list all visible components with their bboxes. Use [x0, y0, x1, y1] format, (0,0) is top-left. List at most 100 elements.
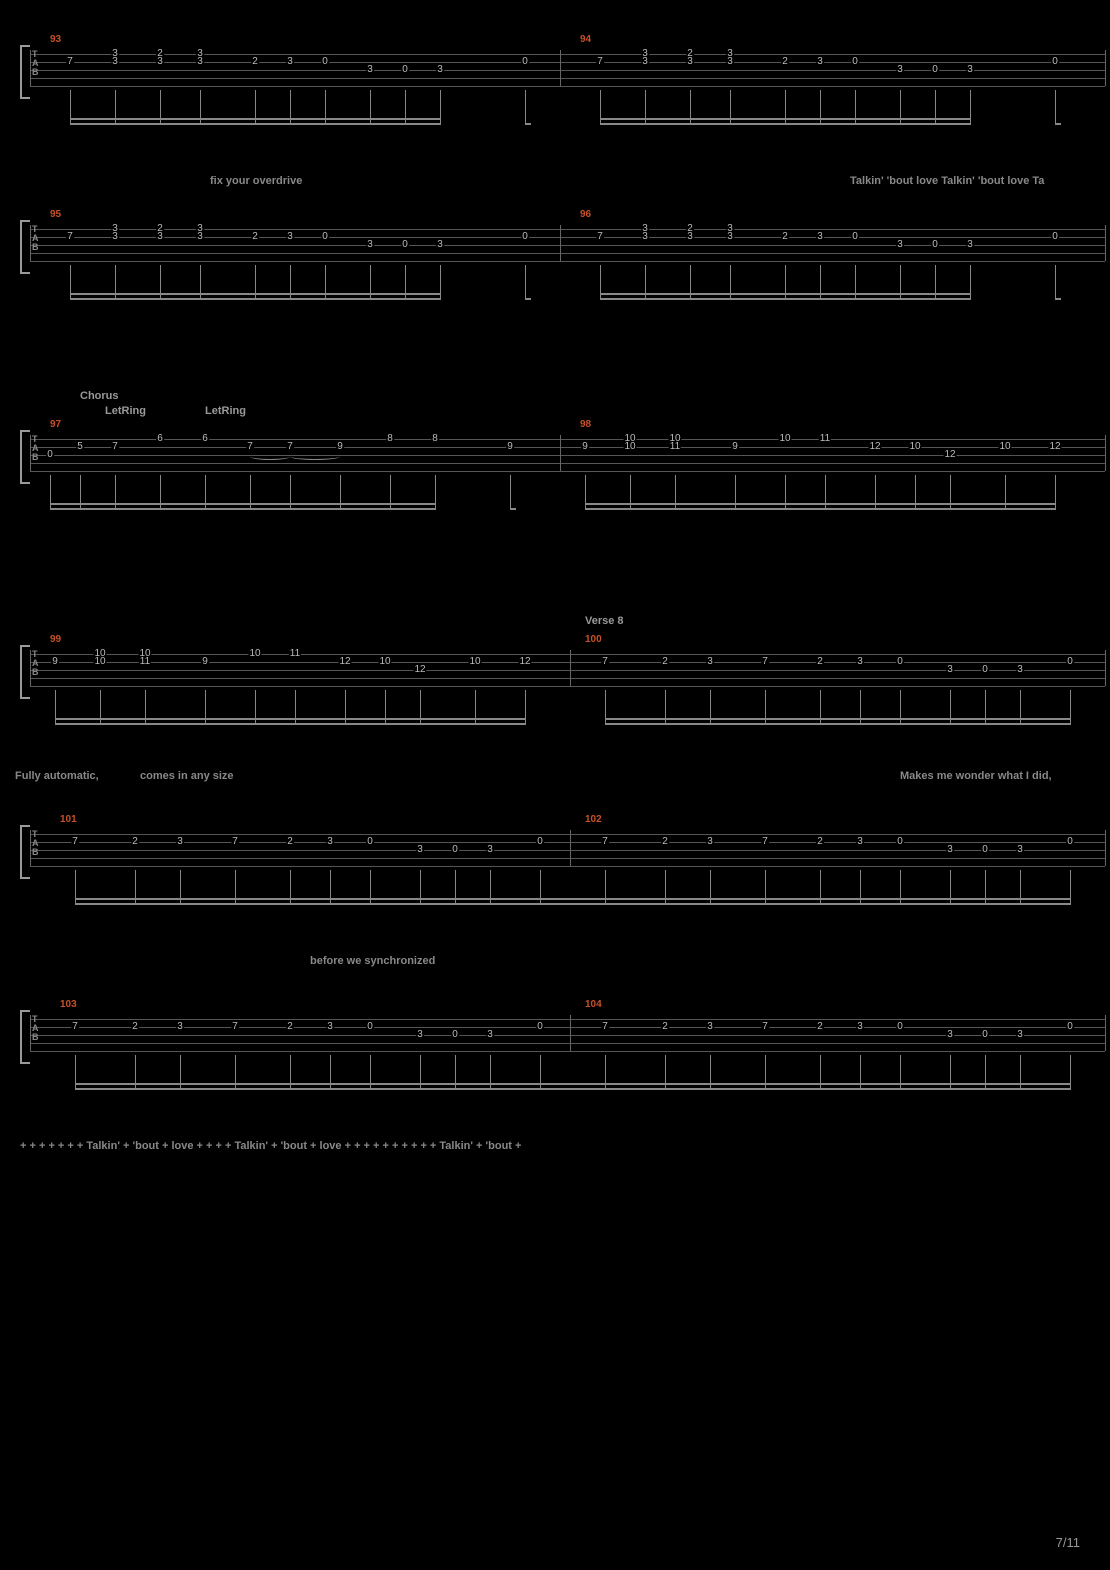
measure-number: 102: [585, 814, 602, 825]
fret-number: 0: [321, 57, 329, 67]
fret-number: 7: [66, 57, 74, 67]
tab-clef: TAB: [32, 650, 39, 677]
fret-number: 3: [856, 1022, 864, 1032]
fret-number: 2: [781, 57, 789, 67]
measure-number: 101: [60, 814, 77, 825]
fret-number: 2: [131, 837, 139, 847]
measure-number: 103: [60, 999, 77, 1010]
fret-number: 2: [661, 1022, 669, 1032]
fret-number: 12: [413, 665, 426, 675]
fret-number: 2: [661, 657, 669, 667]
fret-number: 0: [896, 657, 904, 667]
barline: [30, 830, 31, 866]
fret-number: 3: [641, 57, 649, 67]
beam: [75, 898, 1070, 900]
lyric-text: + + + + + + + Talkin' + 'bout + love + +…: [20, 1140, 521, 1152]
staff-line: [30, 253, 1105, 254]
fret-number: 10: [378, 657, 391, 667]
section-label: Chorus: [80, 390, 119, 402]
staff-line: [30, 1043, 1105, 1044]
staff-line: [30, 686, 1105, 687]
fret-number: 7: [71, 1022, 79, 1032]
measure-number: 94: [580, 34, 591, 45]
fret-number: 2: [661, 837, 669, 847]
tab-clef: TAB: [32, 225, 39, 252]
fret-number: 3: [946, 845, 954, 855]
note-stem: [440, 265, 441, 300]
system-bracket: [20, 1010, 30, 1064]
tab-staff: TAB95967332333230303073323332303030: [30, 225, 1105, 265]
tab-staff: TAB99100Verse 89101010119101112101210127…: [30, 650, 1105, 690]
fret-number: 3: [286, 57, 294, 67]
flag: [1055, 298, 1061, 300]
fret-number: 7: [596, 57, 604, 67]
fret-number: 3: [816, 57, 824, 67]
fret-number: 0: [321, 232, 329, 242]
measure-number: 95: [50, 209, 61, 220]
fret-number: 12: [943, 450, 956, 460]
fret-number: 0: [931, 240, 939, 250]
fret-number: 2: [131, 1022, 139, 1032]
fret-number: 7: [761, 657, 769, 667]
fret-number: 3: [416, 845, 424, 855]
fret-number: 0: [451, 1030, 459, 1040]
fret-number: 7: [596, 232, 604, 242]
fret-number: 0: [366, 1022, 374, 1032]
fret-number: 10: [998, 442, 1011, 452]
fret-number: 3: [856, 657, 864, 667]
tab-staff: TAB1031047237230303072372303030: [30, 1015, 1105, 1055]
barline: [1105, 50, 1106, 86]
fret-number: 3: [156, 232, 164, 242]
staff-line: [30, 447, 1105, 448]
barline: [1105, 650, 1106, 686]
fret-number: 11: [819, 434, 831, 444]
fret-number: 3: [816, 232, 824, 242]
beam: [55, 723, 525, 725]
fret-number: 2: [286, 1022, 294, 1032]
fret-number: 0: [1066, 657, 1074, 667]
barline: [570, 1015, 571, 1051]
staff-line: [30, 70, 1105, 71]
fret-number: 3: [726, 232, 734, 242]
measure-number: 99: [50, 634, 61, 645]
note-stem: [1070, 690, 1071, 725]
note-stem: [970, 90, 971, 125]
staff-line: [30, 858, 1105, 859]
fret-number: 12: [338, 657, 351, 667]
barline: [1105, 435, 1106, 471]
fret-number: 3: [486, 1030, 494, 1040]
fret-number: 0: [536, 1022, 544, 1032]
fret-number: 7: [231, 1022, 239, 1032]
fret-number: 3: [111, 232, 119, 242]
tab-system: Fully automatic,comes in any sizeMakes m…: [30, 650, 1105, 690]
fret-number: 3: [706, 657, 714, 667]
fret-number: 3: [641, 232, 649, 242]
staff-line: [30, 1035, 1105, 1036]
beam: [70, 123, 440, 125]
tie: [250, 453, 290, 460]
tab-system: TAB9798ChorusLetRingLetRing0576677988991…: [30, 435, 1105, 475]
barline: [560, 50, 561, 86]
measure-number: 104: [585, 999, 602, 1010]
fret-number: 7: [601, 837, 609, 847]
fret-number: 0: [536, 837, 544, 847]
fret-number: 5: [76, 442, 84, 452]
fret-number: 6: [156, 434, 164, 444]
staff-line: [30, 670, 1105, 671]
fret-number: 3: [156, 57, 164, 67]
fret-number: 0: [981, 845, 989, 855]
fret-number: 3: [326, 837, 334, 847]
fret-number: 10: [623, 442, 636, 452]
tab-clef: TAB: [32, 435, 39, 462]
tab-clef: TAB: [32, 1015, 39, 1042]
fret-number: 12: [868, 442, 881, 452]
note-stem: [1055, 265, 1056, 300]
note-stem: [1055, 90, 1056, 125]
fret-number: 3: [686, 57, 694, 67]
fret-number: 3: [946, 665, 954, 675]
note-stem: [1055, 475, 1056, 510]
fret-number: 7: [761, 837, 769, 847]
fret-number: 7: [111, 442, 119, 452]
system-bracket: [20, 645, 30, 699]
fret-number: 3: [111, 57, 119, 67]
